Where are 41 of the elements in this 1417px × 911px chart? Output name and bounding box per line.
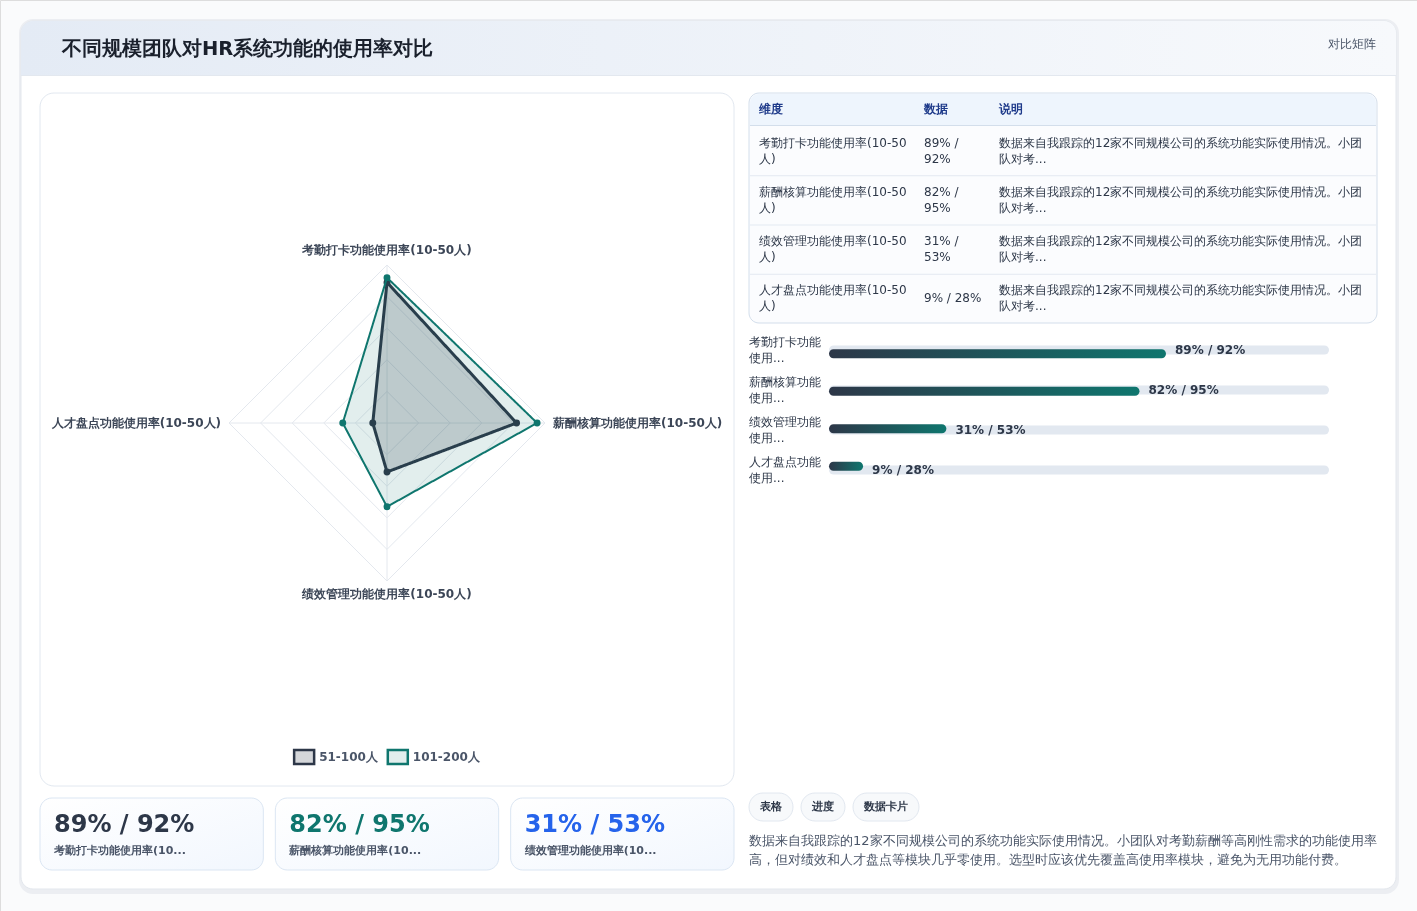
text: 数据来自我跟踪的12家不同规模公司的系统功能实际使用情况。小团队对考... <box>999 234 1363 265</box>
category-label: 说明 <box>998 102 1023 116</box>
category-label: 维度 <box>758 102 783 116</box>
y-tick-label: 绩效管理功能使用... <box>749 415 821 445</box>
legend-label: 51-100人 <box>319 750 379 764</box>
text: 绩效管理功能使用率(10-50人) <box>759 234 907 265</box>
text: 考勤打卡功能使用率(10-50人) <box>759 135 907 166</box>
category-label: 薪酬核算功能使用率(10... <box>288 844 422 857</box>
y-tick-label: 考勤打卡功能使用... <box>749 335 821 365</box>
category-label: 表格 <box>759 800 783 813</box>
spoke-label: 考勤打卡功能使用率(10-50人) <box>301 243 472 257</box>
text: 89% / 92% <box>54 810 195 838</box>
category-label: 绩效管理功能使用率(10... <box>523 844 657 857</box>
text: 数据来自我跟踪的12家不同规模公司的系统功能实际使用情况。小团队对考... <box>999 283 1363 314</box>
text: 不同规模团队对HR系统功能的使用率对比 <box>61 37 434 60</box>
data-label: 89% / 92% <box>1175 343 1246 357</box>
legend-label: 101-200人 <box>412 750 481 764</box>
text: 9% / 28% <box>924 291 982 306</box>
category-label: 数据卡片 <box>863 800 908 813</box>
text: 薪酬核算功能使用率(10-50人) <box>759 184 907 215</box>
text: 数据来自我跟踪的12家不同规模公司的系统功能实际使用情况。小团队对考勤薪酬等高刚性需求的功能使用率高，但对绩效和人才盘点等模块几乎零使用。选型时应该优先覆盖高使用率模块，避免为无用功能付费。 <box>749 832 1377 868</box>
data-label: 31% / 53% <box>955 423 1026 437</box>
category-label: 进度 <box>811 800 834 813</box>
spoke-label: 绩效管理功能使用率(10-50人) <box>301 587 472 601</box>
text: 对比矩阵 <box>1328 37 1376 51</box>
text: 82% / 95% <box>289 810 430 838</box>
category-label: 数据 <box>923 102 948 116</box>
data-label: 9% / 28% <box>872 463 934 477</box>
text: 数据来自我跟踪的12家不同规模公司的系统功能实际使用情况。小团队对考... <box>999 184 1363 215</box>
text: 82% / 95% <box>924 184 959 215</box>
data-label: 82% / 95% <box>1148 383 1219 397</box>
text: 31% / 53% <box>924 234 959 265</box>
y-tick-label: 人才盘点功能使用... <box>749 455 821 485</box>
spoke-label: 人才盘点功能使用率(10-50人) <box>50 416 221 430</box>
text: 89% / 92% <box>924 135 959 166</box>
y-tick-label: 薪酬核算功能使用... <box>749 375 821 405</box>
text: 人才盘点功能使用率(10-50人) <box>759 283 907 314</box>
spoke-label: 薪酬核算功能使用率(10-50人) <box>552 416 723 430</box>
category-label: 考勤打卡功能使用率(10... <box>53 844 186 857</box>
text: 31% / 53% <box>524 810 666 838</box>
text: 数据来自我跟踪的12家不同规模公司的系统功能实际使用情况。小团队对考... <box>999 135 1363 166</box>
